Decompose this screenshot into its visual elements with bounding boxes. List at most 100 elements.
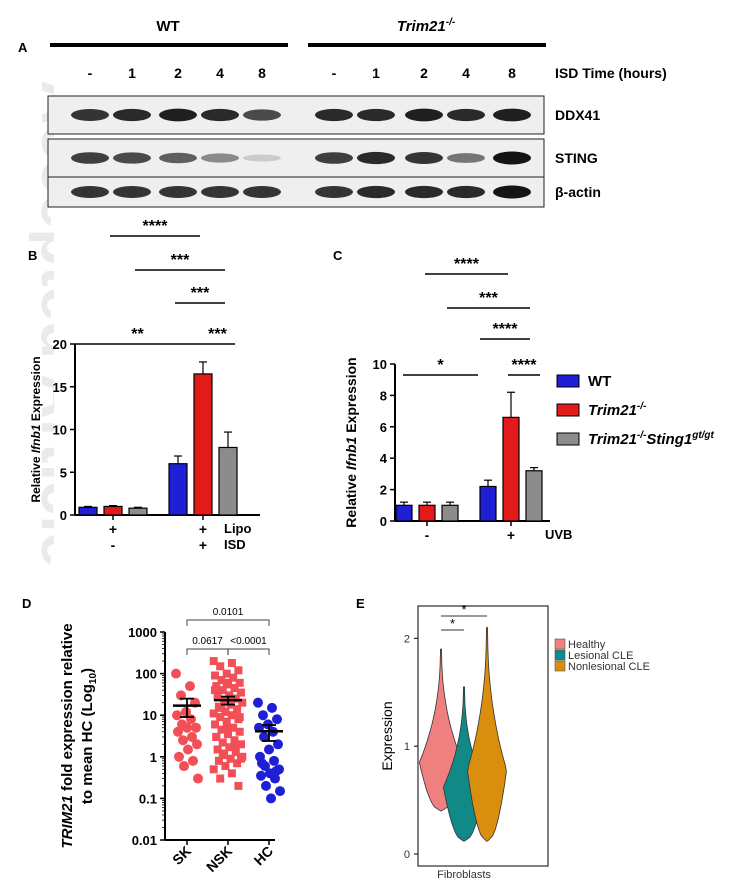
bar — [128, 507, 148, 516]
data-point — [221, 707, 230, 716]
blot-label: DDX41 — [555, 107, 600, 123]
blot-band — [71, 152, 109, 164]
bar — [502, 416, 520, 522]
y-axis-label: Expression — [379, 701, 395, 770]
legend-label: Lesional CLE — [568, 650, 633, 662]
condition-row1: - — [425, 527, 430, 543]
blot-band — [405, 108, 443, 122]
y-tick-label: 0.01 — [132, 833, 157, 848]
condition-row2: + — [199, 537, 207, 553]
y-axis-label-part: Expression — [29, 356, 43, 424]
data-point — [181, 706, 191, 717]
time-label: - — [332, 65, 337, 81]
pvalue-label: 0.0101 — [213, 607, 244, 618]
data-point — [227, 658, 236, 667]
data-point — [216, 662, 225, 671]
blot-label: STING — [555, 150, 598, 166]
data-point — [233, 705, 242, 714]
condition-row-label: ISD — [224, 537, 246, 552]
group-bar-wt — [50, 43, 288, 47]
y-tick-label: 1 — [150, 750, 157, 765]
panel-a-letter: A — [18, 40, 28, 55]
significance-stars: * — [437, 357, 444, 374]
blot-band — [447, 153, 485, 163]
data-point — [229, 723, 238, 732]
blot-band — [71, 186, 109, 198]
time-label: 4 — [216, 65, 224, 81]
blot-label: β-actin — [555, 184, 601, 200]
y-tick-label: 10 — [143, 708, 157, 723]
y-axis-label-part: fold expression relative — [59, 623, 76, 795]
y-tick-label: 10 — [53, 423, 67, 438]
blot-band — [159, 152, 197, 164]
data-point — [172, 710, 182, 721]
panel-b-letter: B — [28, 248, 37, 263]
data-point — [238, 698, 247, 707]
bar — [218, 446, 238, 516]
data-point — [224, 723, 232, 732]
legend-swatch — [554, 638, 566, 650]
y-tick-label: 5 — [60, 465, 67, 480]
significance-stars: *** — [479, 290, 498, 307]
pvalue-bracket — [186, 619, 270, 626]
y-axis-label-line2: to mean HC (Log10) — [79, 668, 99, 804]
significance-stars: **** — [493, 321, 519, 338]
pvalue-label: <0.0001 — [230, 636, 267, 647]
data-point — [234, 666, 243, 675]
data-point — [272, 714, 282, 725]
data-point — [187, 731, 197, 742]
y-axis-label-gene: TRIM21 — [59, 795, 76, 848]
data-point — [221, 762, 230, 771]
data-point — [222, 678, 231, 687]
data-point — [179, 761, 189, 772]
y-axis-label: Relative Ifnb1 Expression — [29, 356, 43, 502]
data-point — [237, 754, 245, 763]
panel-c-letter: C — [333, 248, 343, 263]
y-axis-label-gene: Ifnb1 — [343, 436, 359, 470]
panel-a: A WT Trim21-/- - 1 2 4 8 - 1 2 4 8 ISD Time (hour… — [18, 17, 667, 208]
data-point — [216, 774, 225, 783]
blot-band — [159, 186, 197, 198]
bar — [441, 504, 459, 522]
data-point — [216, 713, 225, 722]
x-tick-label: SK — [169, 843, 194, 868]
group-bar-trim21 — [308, 43, 546, 47]
blot-band — [201, 108, 239, 122]
blot-band — [447, 185, 485, 199]
condition-row1: + — [507, 527, 515, 543]
data-point — [193, 773, 203, 784]
time-axis-label: ISD Time (hours) — [555, 65, 667, 81]
data-point — [259, 731, 269, 742]
time-label: 8 — [508, 65, 516, 81]
data-point — [192, 739, 202, 750]
blot-band — [493, 185, 531, 199]
blot-band — [315, 152, 353, 164]
y-tick-label: 0 — [404, 849, 410, 861]
time-labels: - 1 2 4 8 - 1 2 4 8 — [88, 65, 516, 81]
legend-label-trim21-sting1: Trim21-/-Sting1gt/gt — [588, 430, 715, 448]
y-tick-label: 10 — [373, 357, 387, 372]
data-point — [174, 751, 184, 762]
data-point — [188, 755, 198, 766]
y-tick-label: 0 — [380, 514, 387, 529]
blot-band — [405, 185, 443, 199]
significance-stars: **** — [143, 218, 169, 235]
time-label: 2 — [420, 65, 428, 81]
y-axis-label-gene: Ifnb1 — [29, 424, 43, 453]
data-point — [217, 676, 226, 685]
data-point — [224, 730, 232, 739]
bar — [168, 463, 188, 516]
bar — [525, 470, 543, 522]
data-point — [209, 765, 218, 774]
y-tick-label: 6 — [380, 420, 387, 435]
y-tick-label: 100 — [135, 667, 157, 682]
legend-swatch-trim21-sting1 — [556, 432, 580, 446]
data-point — [258, 710, 268, 721]
data-point — [211, 671, 219, 680]
y-tick-label: 2 — [404, 633, 410, 645]
significance-stars: *** — [171, 252, 190, 269]
